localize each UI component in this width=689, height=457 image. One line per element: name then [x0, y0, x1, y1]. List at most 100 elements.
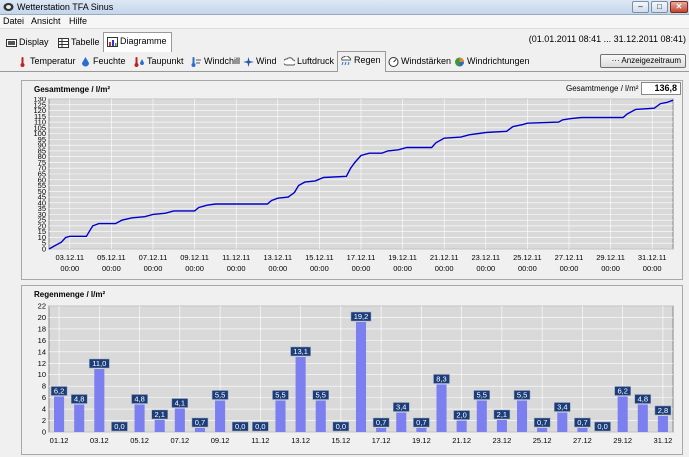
- x-tick-time: 00:00: [185, 264, 204, 273]
- wind-icon: [243, 57, 254, 67]
- x-tick-time: 00:00: [476, 264, 495, 273]
- bar: [396, 412, 407, 432]
- anzeigezeitraum-dots: ···: [611, 56, 622, 65]
- minimize-button[interactable]: –: [632, 1, 649, 13]
- y-tick-label: 120: [33, 106, 46, 115]
- close-button[interactable]: ✕: [670, 1, 688, 13]
- display-icon: [6, 39, 17, 47]
- tab-temperatur[interactable]: Temperatur: [14, 53, 80, 71]
- y-tick-label: 0: [42, 428, 46, 437]
- tab-windstaerken-label: Windstärken: [401, 56, 452, 66]
- x-tick-date: 19.12.11: [388, 253, 417, 262]
- y-tick-label: 90: [38, 141, 46, 150]
- x-tick-date: 05.12.11: [97, 253, 126, 262]
- bar: [295, 356, 306, 432]
- bar: [194, 427, 205, 432]
- y-tick-label: 55: [38, 181, 46, 190]
- y-tick-label: 14: [38, 347, 46, 356]
- tab-feuchte-label: Feuchte: [93, 56, 126, 66]
- data-label: 5,5: [517, 391, 527, 400]
- tab-regen-label: Regen: [354, 55, 381, 65]
- data-label: 2,1: [497, 410, 507, 419]
- x-tick-date: 11.12.11: [222, 253, 250, 262]
- y-tick-label: 25: [38, 216, 46, 225]
- data-label-box: [574, 417, 591, 428]
- tab-windchill[interactable]: Windchill: [188, 53, 244, 71]
- y-tick-label: 110: [34, 118, 46, 127]
- x-tick-date: 17.12.11: [347, 253, 376, 262]
- bar: [436, 384, 447, 432]
- data-label: 5,5: [275, 391, 285, 400]
- bar: [517, 400, 528, 432]
- data-label: 6,2: [617, 386, 627, 395]
- data-label-box: [50, 386, 68, 396]
- x-tick-label: 27.12: [573, 436, 592, 445]
- menu-ansicht[interactable]: Ansicht: [31, 16, 61, 26]
- x-tick-time: 00:00: [435, 264, 454, 273]
- x-tick-date: 21.12.11: [430, 253, 459, 262]
- tab-taupunkt[interactable]: Taupunkt: [131, 53, 188, 71]
- x-tick-label: 11.12: [251, 436, 269, 445]
- data-label-box: [290, 346, 311, 357]
- data-label: 0,7: [416, 418, 426, 427]
- tab-temperatur-label: Temperatur: [30, 56, 76, 66]
- data-label-box: [634, 394, 652, 404]
- title-bar: Wetterstation TFA Sinus – □ ✕: [0, 0, 689, 15]
- data-label-box: [231, 421, 249, 432]
- daily-rain-panel: Regenmenge / l/m² 0 2 4 6 8 10 12 14 16 18 20 22 01.…: [21, 285, 683, 455]
- y-tick-label: 45: [38, 193, 46, 202]
- total-rain-sum-label: Gesamtmenge / l/m²: [566, 84, 639, 93]
- x-tick-label: 31.12: [654, 436, 673, 445]
- x-tick-date: 25.12.11: [513, 253, 542, 262]
- winddirection-icon: [455, 57, 464, 67]
- tab-tabelle[interactable]: Tabelle: [55, 34, 104, 52]
- data-label-box: [191, 417, 209, 428]
- x-tick-time: 00:00: [102, 264, 121, 273]
- maximize-button[interactable]: □: [651, 1, 668, 13]
- x-tick-date: 07.12.11: [139, 253, 168, 262]
- y-tick-label: 10: [38, 233, 46, 242]
- data-label-box: [151, 409, 168, 420]
- bar: [74, 404, 85, 432]
- data-label: 2,0: [456, 411, 466, 420]
- menu-datei[interactable]: Datei: [3, 16, 25, 26]
- tab-feuchte[interactable]: Feuchte: [77, 53, 130, 71]
- data-label: 4,8: [134, 395, 144, 404]
- y-tick-label: 65: [38, 170, 46, 179]
- y-tick-label: 4: [42, 405, 46, 414]
- y-tick-label: 105: [33, 123, 46, 132]
- data-label: 2,8: [658, 406, 668, 415]
- data-label: 8,3: [436, 374, 446, 383]
- data-label: 3,4: [396, 403, 406, 412]
- tab-windrichtungen-label: Windrichtungen: [467, 56, 530, 66]
- x-tick-label: 19.12: [412, 436, 431, 445]
- data-label: 19,2: [354, 312, 369, 321]
- data-label-box: [393, 402, 410, 412]
- y-tick-label: 18: [38, 324, 46, 333]
- bar: [215, 400, 226, 432]
- tab-taupunkt-label: Taupunkt: [147, 56, 184, 66]
- tab-diagramme[interactable]: Diagramme: [103, 32, 172, 52]
- tab-regen[interactable]: Regen: [337, 51, 386, 72]
- tab-wind[interactable]: Wind: [240, 53, 281, 71]
- bar: [154, 419, 165, 432]
- data-label: 4,1: [175, 399, 185, 408]
- menu-hilfe[interactable]: Hilfe: [69, 16, 88, 26]
- series-line: [48, 99, 674, 250]
- tab-luftdruck[interactable]: Luftdruck: [281, 53, 338, 71]
- y-tick-label: 10: [38, 370, 46, 379]
- tab-windrichtungen[interactable]: Windrichtungen: [451, 53, 534, 71]
- anzeigezeitraum-button[interactable]: ··· Anzeigezeitraum: [600, 54, 686, 68]
- x-tick-date: 23.12.11: [471, 253, 500, 262]
- x-tick-label: 01.12: [50, 436, 69, 445]
- tab-windstaerken[interactable]: Windstärken: [385, 53, 455, 71]
- chart-icon: [107, 37, 118, 47]
- x-tick-label: 09.12: [211, 436, 230, 445]
- tab-display[interactable]: Display: [3, 34, 53, 52]
- bar: [537, 427, 548, 432]
- rain-icon: [341, 56, 352, 66]
- x-tick-time: 00:00: [310, 264, 329, 273]
- data-label: 5,5: [215, 391, 225, 400]
- data-label-box: [433, 374, 450, 384]
- data-label-box: [171, 398, 189, 408]
